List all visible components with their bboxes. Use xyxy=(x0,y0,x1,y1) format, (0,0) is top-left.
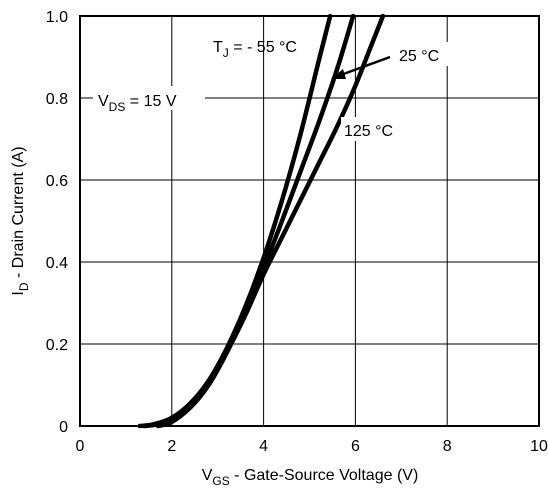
y-tick-label: 1.0 xyxy=(46,9,68,26)
tj-annotation-rest: = - 55 °C xyxy=(229,39,297,56)
x-tick-label: 2 xyxy=(167,438,176,455)
x-tick-label: 8 xyxy=(443,438,452,455)
y-axis-title-main: I xyxy=(10,291,27,295)
label-25c: 25 °C xyxy=(399,48,439,65)
y-tick-label: 0.4 xyxy=(46,255,68,272)
series-line-1 xyxy=(142,13,356,429)
x-tick-label: 6 xyxy=(351,438,360,455)
vds-annotation-main: V xyxy=(98,93,109,110)
series-line-0 xyxy=(137,13,333,429)
x-tick-label: 4 xyxy=(259,438,268,455)
series-layer xyxy=(137,13,386,429)
tick-layer: 0 2 4 6 8 10 0 0.2 0.4 0.6 0.8 1.0 xyxy=(46,9,548,455)
arrow-25c-head xyxy=(331,69,346,79)
y-tick-label: 0 xyxy=(59,419,68,436)
x-axis-title: VGS - Gate-Source Voltage (V) xyxy=(202,467,419,488)
tj-annotation: TJ = - 55 °C xyxy=(213,39,297,60)
x-axis-title-rest: - Gate-Source Voltage (V) xyxy=(230,467,419,484)
y-tick-label: 0.8 xyxy=(46,91,68,108)
grid-layer xyxy=(80,16,539,426)
tj-annotation-main: T xyxy=(213,39,223,56)
vds-annotation-sub: DS xyxy=(109,100,126,114)
label-125c: 125 °C xyxy=(344,123,393,140)
y-tick-label: 0.6 xyxy=(46,173,68,190)
y-axis-title-sub: D xyxy=(17,282,31,291)
label-125-background xyxy=(341,117,405,141)
y-axis-title-rest: - Drain Current (A) xyxy=(10,146,27,282)
y-axis-title: ID - Drain Current (A) xyxy=(10,146,31,295)
x-axis-title-sub: GS xyxy=(212,474,229,488)
vds-annotation-rest: = 15 V xyxy=(125,93,176,110)
series-line-2 xyxy=(155,13,386,429)
vds-label-background xyxy=(93,86,205,110)
arrow-25c-shaft xyxy=(337,55,391,78)
y-tick-label: 0.2 xyxy=(46,337,68,354)
vds-annotation: VDS = 15 V xyxy=(98,93,177,114)
tj-annotation-sub: J xyxy=(223,46,229,60)
plot-frame xyxy=(79,15,540,427)
x-tick-label: 10 xyxy=(530,438,548,455)
label-25-background xyxy=(396,42,454,66)
x-axis-title-main: V xyxy=(202,467,213,484)
x-tick-label: 0 xyxy=(76,438,85,455)
